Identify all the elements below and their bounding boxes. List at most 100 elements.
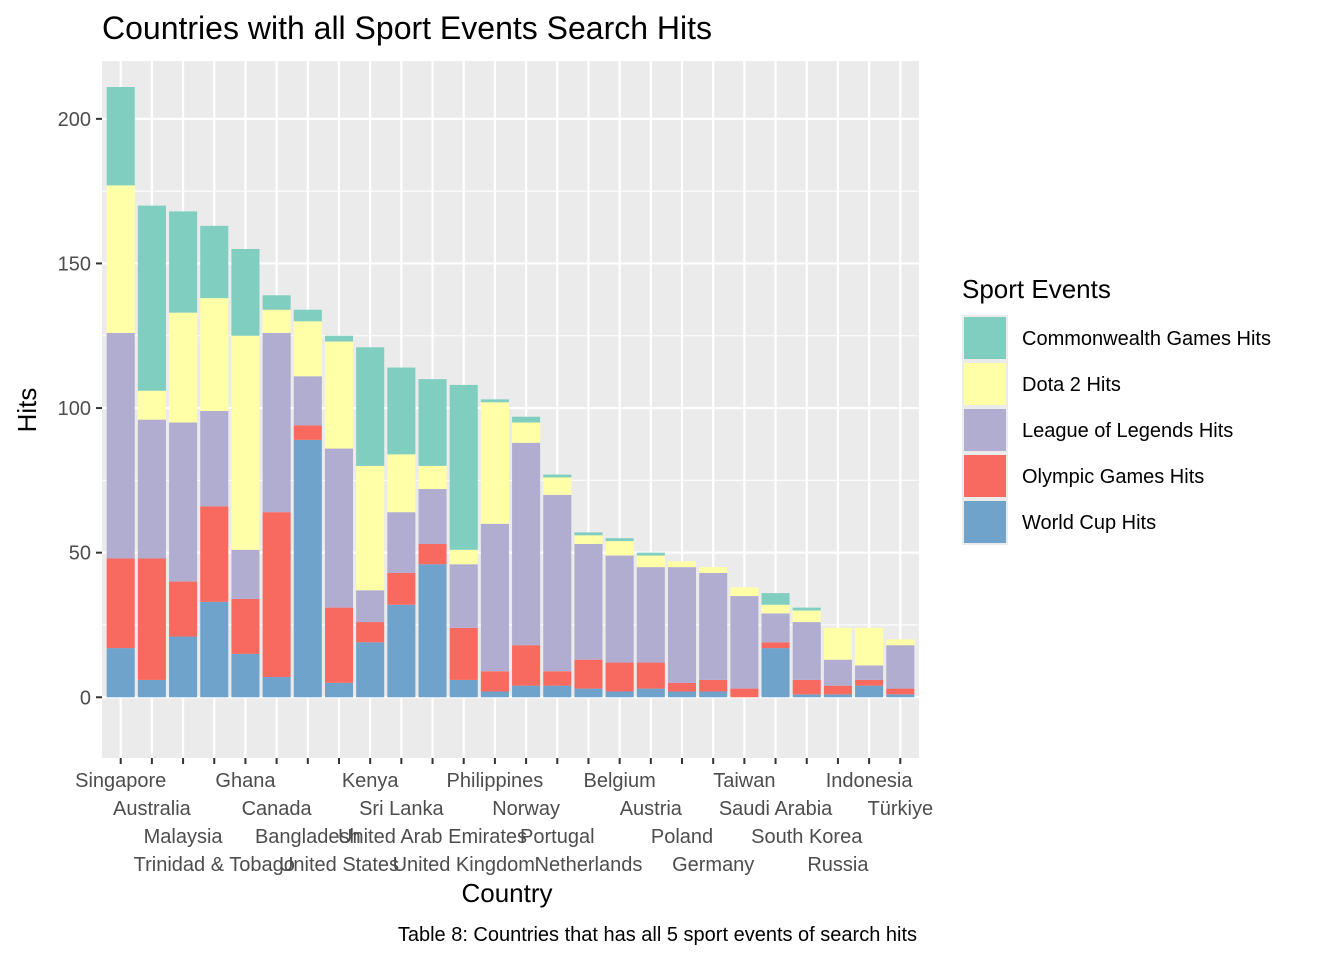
- legend-swatch: [964, 501, 1006, 543]
- bar-segment: [792, 610, 821, 623]
- bar-segment: [387, 454, 416, 513]
- bar-segment: [761, 593, 790, 605]
- bar-segment: [324, 335, 354, 342]
- bar-segment: [636, 567, 665, 663]
- bar-segment: [480, 402, 509, 524]
- y-tick-label: 100: [58, 398, 91, 420]
- bar-segment: [605, 541, 634, 556]
- y-axis: 0 50 100 150 200: [58, 109, 102, 709]
- bar-segment: [356, 622, 385, 643]
- bar-segment: [262, 332, 291, 513]
- bar-segment: [480, 671, 509, 692]
- bar-segment: [106, 332, 135, 559]
- bar-segment: [667, 691, 697, 698]
- bar-segment: [792, 607, 821, 611]
- bar-segment: [699, 691, 728, 698]
- x-tick-label: Sri Lanka: [359, 798, 444, 820]
- bar-segment: [512, 442, 541, 646]
- bar-segment: [293, 321, 322, 377]
- bar-segment: [356, 642, 385, 698]
- bar-segment: [387, 572, 416, 605]
- bar-segment: [667, 682, 697, 692]
- bar-segment: [324, 448, 354, 608]
- bar-segment: [823, 685, 852, 695]
- bar-segment: [574, 543, 603, 660]
- bar-segment: [855, 679, 884, 686]
- legend-label: League of Legends Hits: [1022, 420, 1233, 442]
- bar-segment: [262, 309, 291, 333]
- x-tick-label: Germany: [672, 854, 754, 876]
- bar-segment: [699, 679, 728, 692]
- bar-segment: [200, 506, 229, 602]
- x-tick-label: Netherlands: [535, 854, 643, 876]
- x-tick-label: Ghana: [215, 770, 276, 792]
- bar-segment: [543, 477, 572, 495]
- x-tick-label: Australia: [113, 798, 192, 820]
- bar-segment: [699, 572, 728, 680]
- x-tick-label: Belgium: [584, 770, 656, 792]
- bar-segment: [418, 543, 447, 565]
- bar-segment: [512, 416, 541, 423]
- x-tick-label: Kenya: [342, 770, 400, 792]
- bar-segment: [324, 341, 354, 449]
- bar-segment: [231, 653, 260, 698]
- x-tick-label: Canada: [242, 798, 313, 820]
- x-tick-label: Norway: [492, 798, 560, 820]
- bar-segment: [543, 671, 572, 686]
- bar-segment: [855, 627, 884, 666]
- x-tick-label: Austria: [620, 798, 683, 820]
- bar-segment: [699, 567, 728, 573]
- bar-segment: [480, 399, 509, 403]
- x-axis-title: Country: [461, 878, 552, 908]
- bar-segment: [823, 627, 852, 660]
- bar-segment: [636, 552, 665, 556]
- bar-segment: [387, 512, 416, 573]
- bar-segment: [356, 465, 385, 591]
- bar-segment: [137, 205, 166, 391]
- x-tick-label: United Arab Emirates: [338, 826, 527, 848]
- x-tick-label: Poland: [651, 826, 713, 848]
- bar-segment: [387, 604, 416, 698]
- x-tick-label: Russia: [807, 854, 869, 876]
- bar-segment: [792, 622, 821, 680]
- bar-segment: [886, 688, 915, 695]
- bar-segment: [293, 425, 322, 440]
- bar-segment: [169, 422, 198, 582]
- bar-segment: [667, 567, 697, 683]
- x-tick-label: Bangladesh: [255, 826, 361, 848]
- bar-segment: [605, 555, 634, 663]
- legend-label: World Cup Hits: [1022, 512, 1156, 534]
- bar-segment: [449, 679, 478, 698]
- bar-segment: [574, 659, 603, 689]
- bar-segment: [667, 561, 697, 568]
- bar-segment: [636, 662, 665, 689]
- bar-segment: [324, 682, 354, 698]
- bar-segment: [293, 439, 322, 698]
- x-tick-label: Indonesia: [826, 770, 914, 792]
- x-tick-label: South Korea: [751, 826, 863, 848]
- bar-segment: [169, 211, 198, 313]
- bar-segment: [356, 590, 385, 623]
- legend-swatch: [964, 363, 1006, 405]
- bar-segment: [605, 691, 634, 698]
- x-tick-label: Türkiye: [868, 798, 934, 820]
- x-tick-label: United States: [279, 854, 399, 876]
- bar-segment: [543, 474, 572, 478]
- bar-segment: [761, 642, 790, 649]
- bar-segment: [169, 581, 198, 637]
- bar-segment: [231, 598, 260, 654]
- bar-segment: [543, 494, 572, 672]
- y-tick-label: 150: [58, 253, 91, 275]
- bar-segment: [512, 685, 541, 698]
- bar-segment: [231, 549, 260, 599]
- legend-swatch: [964, 455, 1006, 497]
- bar-segment: [293, 376, 322, 426]
- bar-segment: [761, 604, 790, 614]
- x-tick-label: United Kingdom: [393, 854, 535, 876]
- bar-segment: [605, 538, 634, 542]
- bar-segment: [730, 688, 759, 698]
- bar-segment: [636, 555, 665, 568]
- legend-swatch: [964, 409, 1006, 451]
- bar-segment: [636, 688, 665, 698]
